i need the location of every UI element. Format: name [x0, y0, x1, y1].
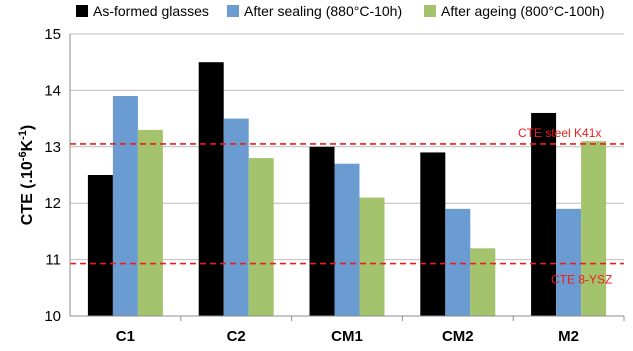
legend: As-formed glasses After sealing (880°C-10… [76, 3, 605, 19]
x-category-label: C2 [227, 328, 246, 345]
bar-c1-series-1 [87, 175, 113, 316]
bar-cm2-series-3 [470, 248, 496, 316]
reference-line-label: CTE steel K41x [518, 126, 601, 140]
bar-cm2-series-1 [420, 152, 446, 316]
reference-lines: CTE steel K41x CTE 8-YSZ [70, 126, 624, 287]
bar-c2-series-1 [198, 62, 224, 317]
bar-cm1-series-2 [334, 163, 360, 316]
legend-swatch [76, 5, 88, 17]
y-tick-label: 12 [44, 195, 61, 212]
bar-cm1-series-1 [309, 146, 335, 316]
bar-m2-series-1 [531, 112, 557, 317]
bar-cm1-series-3 [359, 197, 385, 316]
legend-item-2: After sealing (880°C-10h) [227, 3, 402, 19]
bars [87, 62, 607, 317]
bar-c2-series-3 [248, 158, 274, 316]
x-category-label: C1 [116, 328, 135, 345]
y-axis-title: CTE (.10-6K-1) [17, 125, 36, 225]
bar-m2-series-3 [581, 141, 607, 316]
legend-item-3: After ageing (800°C-100h) [424, 3, 605, 19]
x-category-label: M2 [558, 328, 579, 345]
legend-label: As-formed glasses [93, 3, 209, 19]
x-category-label: CM1 [331, 328, 363, 345]
legend-swatch [424, 5, 436, 17]
reference-line-label: CTE 8-YSZ [551, 273, 612, 287]
legend-label: After ageing (800°C-100h) [441, 3, 605, 19]
bar-cm2-series-2 [445, 208, 471, 316]
legend-label: After sealing (880°C-10h) [244, 3, 402, 19]
bar-c1-series-3 [137, 129, 163, 316]
y-tick-label: 11 [45, 252, 61, 269]
x-category-label: CM2 [442, 328, 474, 345]
y-tick-label: 10 [44, 308, 61, 325]
bar-c1-series-2 [112, 96, 138, 316]
legend-swatch [227, 5, 239, 17]
y-tick-label: 15 [44, 26, 61, 43]
bar-m2-series-2 [556, 208, 582, 316]
y-tick-label: 13 [44, 139, 61, 156]
bar-c2-series-2 [223, 118, 249, 316]
y-tick-label: 14 [44, 82, 61, 99]
legend-item-1: As-formed glasses [76, 3, 209, 19]
axes: 10 11 12 13 14 15 C1 C2 CM1 CM2 M2 [44, 26, 625, 345]
